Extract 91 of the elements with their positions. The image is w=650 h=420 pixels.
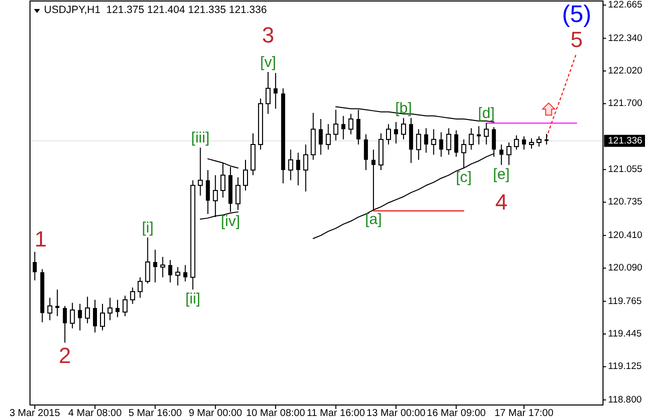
candlestick — [175, 266, 180, 286]
x-tick-label: 16 Mar 09:00 — [426, 408, 486, 419]
y-tick-label: 120.735 — [608, 196, 642, 208]
candlestick — [401, 117, 406, 140]
annotation: [e] — [493, 166, 510, 183]
x-tick-label: 3 Mar 2015 — [9, 408, 60, 419]
candlestick — [153, 249, 158, 283]
y-tick-label: 120.090 — [608, 262, 642, 274]
x-tick-label: 9 Mar 00:00 — [188, 408, 243, 419]
candlestick — [160, 256, 166, 278]
candlestick — [348, 113, 354, 135]
candlestick — [32, 251, 37, 281]
ref-line-label: 121.336 — [608, 135, 642, 146]
y-tick-label: 118.800 — [608, 394, 642, 406]
candlestick — [544, 133, 549, 146]
x-tick-label: 10 Mar 08:00 — [246, 408, 306, 419]
y-tick-label: 119.445 — [608, 328, 642, 340]
candlestick — [318, 118, 323, 156]
candlestick — [394, 122, 398, 144]
candlestick — [364, 134, 368, 171]
candlestick — [55, 289, 60, 317]
candlestick — [122, 295, 128, 317]
annotation: [ii] — [185, 290, 200, 308]
candlestick — [333, 109, 338, 141]
x-tick-label: 17 Mar 17:00 — [494, 408, 554, 419]
candlestick — [138, 276, 143, 298]
y-tick-label: 119.765 — [608, 296, 642, 307]
candlestick — [476, 126, 481, 146]
candlestick — [424, 128, 428, 154]
annotation: [i] — [142, 219, 154, 236]
candlestick — [116, 299, 120, 318]
annotation: [b] — [395, 100, 412, 117]
annotation: [iii] — [191, 130, 210, 147]
x-tick-label: 11 Mar 16:00 — [306, 408, 366, 419]
candlestick — [78, 303, 82, 331]
y-tick-label: 121.700 — [608, 98, 642, 110]
candlestick — [499, 144, 504, 166]
candlestick — [416, 128, 422, 160]
candlestick — [47, 297, 52, 321]
candlestick — [274, 72, 278, 110]
candlestick — [198, 147, 203, 196]
candlestick — [296, 152, 300, 186]
y-tick-label: 122.020 — [608, 65, 642, 76]
annotation: 1 — [34, 226, 47, 252]
y-tick-label: 120.410 — [608, 230, 642, 241]
x-tick-label: 4 Mar 08:00 — [68, 408, 122, 419]
annotation: (5) — [562, 1, 592, 28]
candlestick — [108, 297, 113, 321]
candlestick — [386, 124, 391, 146]
annotation: 3 — [262, 22, 274, 48]
candlestick — [454, 130, 458, 158]
candlestick — [168, 259, 172, 283]
annotation: [iv] — [220, 212, 240, 230]
candlestick — [84, 296, 90, 324]
candlestick — [514, 134, 519, 150]
candlestick — [506, 142, 512, 166]
candlestick — [431, 128, 436, 156]
y-tick-label: 121.055 — [608, 164, 642, 176]
x-tick-label: 13 Mar 00:00 — [366, 408, 426, 419]
candlestick — [266, 71, 271, 114]
annotation: 4 — [495, 189, 508, 214]
candlestick — [130, 287, 136, 304]
annotation: 5 — [570, 27, 583, 52]
annotation: [a] — [365, 210, 382, 228]
candlestick — [145, 236, 150, 284]
candlestick — [439, 132, 444, 158]
candlestick — [326, 124, 331, 150]
candlestick — [522, 136, 526, 150]
candlestick — [529, 138, 534, 150]
candlestick — [92, 299, 97, 333]
candlestick — [468, 128, 474, 150]
annotation: 2 — [58, 343, 71, 368]
candlestick — [206, 170, 210, 214]
y-tick-label: 122.665 — [608, 0, 642, 11]
candlestick — [341, 115, 346, 140]
candlestick — [288, 149, 294, 181]
annotation: [c] — [456, 169, 472, 186]
y-tick-label: 119.125 — [608, 361, 642, 372]
annotation: [d] — [478, 105, 495, 122]
candlestick — [100, 303, 105, 331]
x-tick-label: 5 Mar 16:00 — [128, 408, 182, 419]
candlestick — [70, 302, 75, 329]
candlestick — [303, 144, 308, 192]
chart-title: USDJPY,H1 121.375 121.404 121.335 121.336 — [44, 4, 267, 16]
candlestick — [62, 305, 67, 344]
candlestick — [183, 264, 188, 282]
candlestick — [446, 128, 452, 156]
candlestick — [536, 136, 542, 148]
candlestick — [243, 159, 248, 191]
annotation: [v] — [260, 54, 276, 71]
y-tick-label: 122.340 — [608, 32, 642, 44]
